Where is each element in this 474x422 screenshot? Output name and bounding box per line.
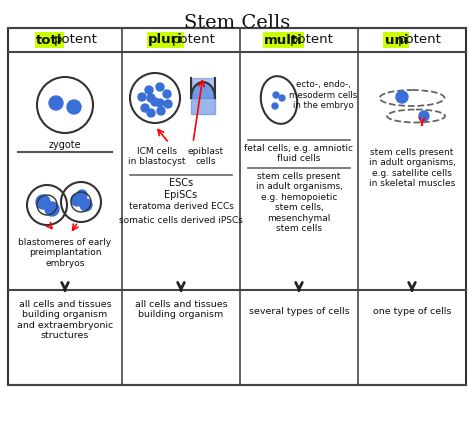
Text: somatic cells derived iPSCs: somatic cells derived iPSCs [119, 216, 243, 225]
Text: all cells and tissues
building organism: all cells and tissues building organism [135, 300, 228, 319]
Text: ESCs
EpiSCs: ESCs EpiSCs [164, 178, 198, 200]
Circle shape [164, 100, 172, 108]
Circle shape [138, 93, 146, 101]
Text: pluri: pluri [148, 33, 183, 46]
Text: teratoma derived ECCs: teratoma derived ECCs [128, 202, 233, 211]
Text: stem cells present
in adult organisms,
e.g. satellite cells
in skeletal muscles: stem cells present in adult organisms, e… [369, 148, 456, 188]
Text: uni: uni [384, 33, 408, 46]
Text: ecto-, endo-,
mesoderm cells
in the embryo: ecto-, endo-, mesoderm cells in the embr… [289, 80, 357, 110]
Text: multi: multi [264, 33, 303, 46]
Circle shape [36, 195, 50, 209]
Bar [8, 28, 466, 385]
Circle shape [272, 103, 278, 109]
Text: several types of cells: several types of cells [249, 307, 349, 316]
Text: potent: potent [398, 33, 442, 46]
Circle shape [163, 90, 171, 98]
Text: potent: potent [54, 33, 97, 46]
Text: ICM cells
in blastocyst: ICM cells in blastocyst [128, 147, 186, 166]
Circle shape [273, 92, 279, 98]
Circle shape [156, 83, 164, 91]
Circle shape [45, 202, 59, 216]
Text: epiblast
cells: epiblast cells [188, 147, 224, 166]
Circle shape [80, 199, 92, 211]
Text: potent: potent [290, 33, 334, 46]
Text: potent: potent [172, 33, 216, 46]
Text: one type of cells: one type of cells [373, 307, 451, 316]
Circle shape [147, 94, 155, 102]
Text: stem cells present
in adult organisms,
e.g. hemopoietic
stem cells,
mesenchymal
: stem cells present in adult organisms, e… [255, 172, 342, 233]
Text: all cells and tissues
building organism
and extraembryonic
structures: all cells and tissues building organism … [17, 300, 113, 340]
Circle shape [71, 194, 83, 206]
Circle shape [145, 86, 153, 94]
Circle shape [396, 91, 408, 103]
Text: toti: toti [36, 33, 63, 46]
Circle shape [77, 190, 87, 200]
Circle shape [141, 104, 149, 112]
Circle shape [49, 96, 63, 110]
Circle shape [151, 98, 159, 106]
Text: blastomeres of early
preimplantation
embryos: blastomeres of early preimplantation emb… [18, 238, 111, 268]
Text: zygote: zygote [49, 140, 82, 150]
Circle shape [156, 99, 164, 107]
Text: fetal cells, e.g. amniotic
fluid cells: fetal cells, e.g. amniotic fluid cells [245, 144, 354, 163]
Circle shape [147, 109, 155, 117]
Circle shape [157, 107, 165, 115]
Text: Stem Cells: Stem Cells [184, 14, 290, 32]
Circle shape [279, 95, 285, 101]
Circle shape [419, 111, 429, 121]
Circle shape [67, 100, 81, 114]
